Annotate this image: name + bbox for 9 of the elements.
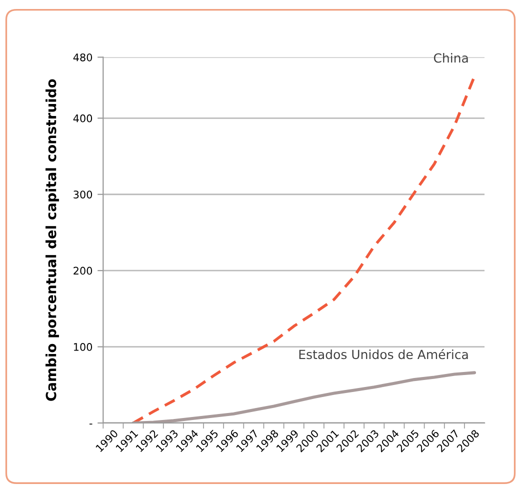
y-axis-title: Cambio porcentual del capital construido	[46, 79, 59, 401]
y-tick-label: 400	[73, 114, 92, 122]
series-label: China	[434, 53, 468, 63]
y-tick-label: 480	[73, 53, 92, 62]
y-tick-label: 200	[74, 266, 92, 275]
series-label: Estados Unidos de América	[299, 348, 468, 360]
y-tick-label: 100	[74, 343, 92, 351]
y-tick-label: 300	[74, 190, 92, 198]
y-tick-label: -	[89, 424, 92, 425]
